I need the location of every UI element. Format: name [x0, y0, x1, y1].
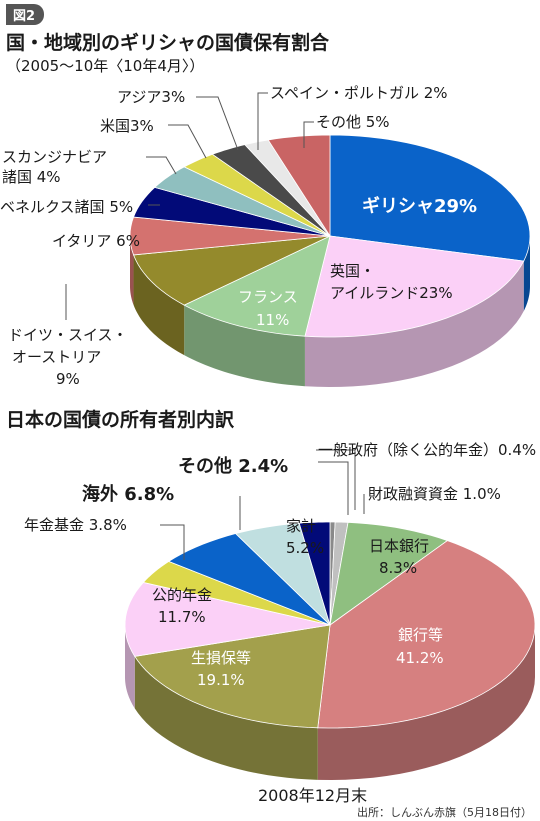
label-pension-fund: 年金基金 3.8% [24, 516, 127, 534]
label-benelux: ベネルクス諸国 5% [0, 198, 133, 216]
pie2-side-4 [134, 656, 318, 780]
label-uk-line2: アイルランド23% [330, 284, 453, 302]
label-greece: ギリシャ29% [362, 196, 477, 217]
label-boj-line1: 日本銀行 [369, 537, 429, 555]
pie-chart-1 [129, 134, 531, 387]
pie1-slice-8 [211, 144, 331, 237]
label-boj-line2: 8.3% [379, 559, 417, 577]
label-scandinavia-line1: スカンジナビア [2, 148, 107, 166]
source-note: 出所：しんぶん赤旗（5月18日付） [357, 806, 532, 819]
pie2-slice-7 [167, 533, 331, 626]
label-public-pension-line2: 11.7% [158, 608, 206, 626]
label-household-line2: 5.2% [286, 539, 324, 557]
pie1-slice-9 [244, 139, 331, 237]
chart1-title: 国・地域別のギリシャの国債保有割合 [6, 32, 330, 54]
label-banks-line2: 41.2% [396, 649, 444, 667]
label-other-2: その他 2.4% [178, 455, 288, 477]
pie1-slice-3 [132, 235, 331, 306]
pie1-side-3 [133, 254, 185, 356]
label-insurance-line1: 生損保等 [191, 649, 251, 667]
label-uk-line1: 英国・ [330, 262, 375, 280]
pie1-slice-6 [153, 166, 331, 237]
label-germany-line1: ドイツ・スイス・ [8, 326, 128, 344]
label-public-pension-line1: 公的年金 [152, 586, 212, 604]
label-italy: イタリア 6% [52, 232, 140, 250]
pie2-slice-3 [317, 540, 536, 729]
pie2-slice-5 [124, 581, 331, 657]
label-filp: 財政融資資金 1.0% [368, 485, 501, 503]
pie1-slice-5 [132, 186, 331, 237]
pie2-slice-2 [329, 521, 449, 626]
pie2-side-3 [317, 625, 535, 780]
label-household-line1: 家計 [286, 517, 316, 535]
chart2-title: 日本の国債の所有者別内訳 [6, 409, 235, 431]
pie1-slice-4 [129, 216, 331, 256]
label-scandinavia-line2: 諸国 4% [2, 168, 61, 186]
label-germany-line2: オーストリア [12, 348, 101, 366]
pie1-leader-lines [65, 92, 314, 320]
chart1-subtitle: （2005〜10年〈10年4月〉） [6, 57, 205, 75]
label-foreign: 海外 6.8% [82, 483, 174, 505]
label-general-govt: 一般政府（除く公的年金）0.4% [318, 441, 536, 459]
figure-badge: 図2 [6, 4, 45, 25]
pie1-slice-1 [304, 235, 525, 338]
chart2-date-label: 2008年12月末 [258, 786, 368, 805]
pie2-slice-9 [298, 521, 331, 626]
label-spain-portugal: スペイン・ポルトガル 2% [270, 84, 448, 102]
label-banks-line1: 銀行等 [398, 626, 443, 644]
pie1-slice-0 [329, 134, 531, 262]
label-france-line1: フランス [238, 288, 298, 306]
pie1-side-2 [184, 305, 305, 387]
label-other-1: その他 5% [316, 113, 390, 131]
label-us: 米国3% [100, 117, 154, 135]
label-germany-line3: 9% [56, 370, 80, 388]
label-france-line2: 11% [256, 311, 289, 329]
pie1-side-1 [304, 261, 524, 387]
pie2-slice-4 [134, 624, 331, 729]
pie1-slice-7 [183, 153, 331, 237]
pie1-slice-2 [183, 235, 331, 337]
pie1-side-0 [523, 236, 530, 312]
pie2-leader-lines [160, 449, 365, 560]
pie-chart-2 [124, 521, 536, 780]
label-asia: アジア3% [117, 88, 185, 106]
pie2-slice-8 [234, 522, 331, 627]
label-insurance-line2: 19.1% [197, 671, 245, 689]
pie1-slice-10 [267, 134, 331, 238]
pie2-slice-6 [142, 560, 331, 626]
pie2-side-5 [125, 625, 135, 709]
